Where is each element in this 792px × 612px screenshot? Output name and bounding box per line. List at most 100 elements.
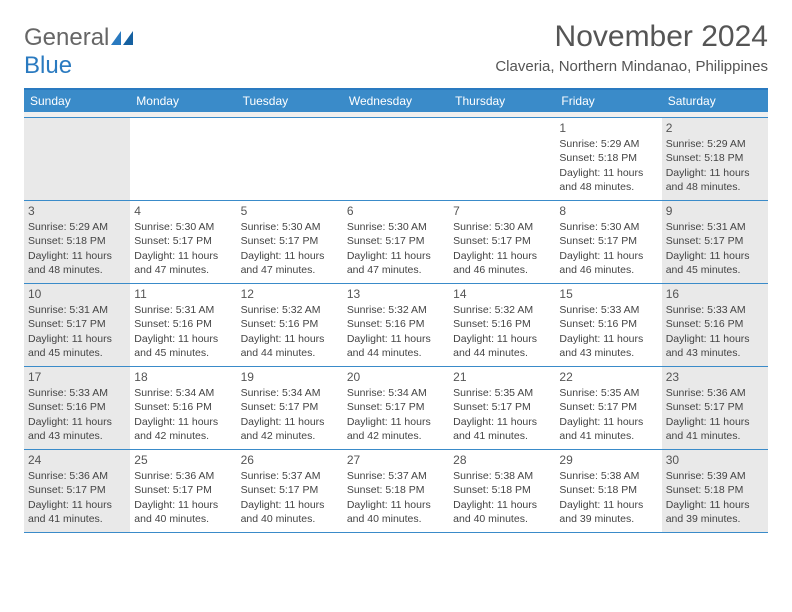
day-sunrise: Sunrise: 5:34 AM xyxy=(134,386,232,400)
title-block: November 2024 Claveria, Northern Mindana… xyxy=(495,20,768,75)
day-daylight: Daylight: 11 hours and 45 minutes. xyxy=(666,249,764,277)
day-daylight: Daylight: 11 hours and 42 minutes. xyxy=(347,415,445,443)
day-sunrise: Sunrise: 5:38 AM xyxy=(453,469,551,483)
day-sunrise: Sunrise: 5:34 AM xyxy=(347,386,445,400)
day-sunrise: Sunrise: 5:33 AM xyxy=(666,303,764,317)
day-cell: 9Sunrise: 5:31 AMSunset: 5:17 PMDaylight… xyxy=(662,201,768,283)
day-daylight: Daylight: 11 hours and 40 minutes. xyxy=(453,498,551,526)
day-number: 13 xyxy=(347,286,445,302)
day-sunset: Sunset: 5:17 PM xyxy=(453,234,551,248)
day-number: 11 xyxy=(134,286,232,302)
day-cell: 26Sunrise: 5:37 AMSunset: 5:17 PMDayligh… xyxy=(237,450,343,532)
day-daylight: Daylight: 11 hours and 40 minutes. xyxy=(134,498,232,526)
day-sunset: Sunset: 5:16 PM xyxy=(559,317,657,331)
day-number: 26 xyxy=(241,452,339,468)
day-daylight: Daylight: 11 hours and 44 minutes. xyxy=(241,332,339,360)
day-number: 5 xyxy=(241,203,339,219)
day-sunset: Sunset: 5:17 PM xyxy=(28,317,126,331)
day-sunrise: Sunrise: 5:30 AM xyxy=(453,220,551,234)
day-daylight: Daylight: 11 hours and 42 minutes. xyxy=(134,415,232,443)
day-cell: 18Sunrise: 5:34 AMSunset: 5:16 PMDayligh… xyxy=(130,367,236,449)
day-sunrise: Sunrise: 5:38 AM xyxy=(559,469,657,483)
day-cell: 27Sunrise: 5:37 AMSunset: 5:18 PMDayligh… xyxy=(343,450,449,532)
day-daylight: Daylight: 11 hours and 41 minutes. xyxy=(559,415,657,443)
day-daylight: Daylight: 11 hours and 43 minutes. xyxy=(28,415,126,443)
day-cell: 12Sunrise: 5:32 AMSunset: 5:16 PMDayligh… xyxy=(237,284,343,366)
day-sunset: Sunset: 5:17 PM xyxy=(134,483,232,497)
calendar-grid: SundayMondayTuesdayWednesdayThursdayFrid… xyxy=(24,88,768,533)
day-sunrise: Sunrise: 5:34 AM xyxy=(241,386,339,400)
week-row: 3Sunrise: 5:29 AMSunset: 5:18 PMDaylight… xyxy=(24,201,768,284)
day-cell: 6Sunrise: 5:30 AMSunset: 5:17 PMDaylight… xyxy=(343,201,449,283)
day-number: 12 xyxy=(241,286,339,302)
day-cell xyxy=(343,118,449,200)
day-sunrise: Sunrise: 5:36 AM xyxy=(666,386,764,400)
day-daylight: Daylight: 11 hours and 41 minutes. xyxy=(453,415,551,443)
day-number: 30 xyxy=(666,452,764,468)
day-sunset: Sunset: 5:18 PM xyxy=(28,234,126,248)
dow-wednesday: Wednesday xyxy=(343,90,449,112)
day-number: 24 xyxy=(28,452,126,468)
day-daylight: Daylight: 11 hours and 47 minutes. xyxy=(347,249,445,277)
day-sunrise: Sunrise: 5:30 AM xyxy=(241,220,339,234)
day-number: 28 xyxy=(453,452,551,468)
day-daylight: Daylight: 11 hours and 47 minutes. xyxy=(134,249,232,277)
day-daylight: Daylight: 11 hours and 40 minutes. xyxy=(241,498,339,526)
week-row: 17Sunrise: 5:33 AMSunset: 5:16 PMDayligh… xyxy=(24,367,768,450)
day-cell: 4Sunrise: 5:30 AMSunset: 5:17 PMDaylight… xyxy=(130,201,236,283)
day-sunrise: Sunrise: 5:35 AM xyxy=(559,386,657,400)
day-sunset: Sunset: 5:17 PM xyxy=(347,400,445,414)
day-sunset: Sunset: 5:17 PM xyxy=(666,234,764,248)
day-sunrise: Sunrise: 5:29 AM xyxy=(666,137,764,151)
month-title: November 2024 xyxy=(495,20,768,54)
day-number: 19 xyxy=(241,369,339,385)
day-cell: 29Sunrise: 5:38 AMSunset: 5:18 PMDayligh… xyxy=(555,450,661,532)
day-number: 17 xyxy=(28,369,126,385)
day-sunset: Sunset: 5:16 PM xyxy=(28,400,126,414)
day-sunrise: Sunrise: 5:35 AM xyxy=(453,386,551,400)
week-row: 24Sunrise: 5:36 AMSunset: 5:17 PMDayligh… xyxy=(24,450,768,533)
day-number: 29 xyxy=(559,452,657,468)
day-sunset: Sunset: 5:17 PM xyxy=(453,400,551,414)
day-number: 3 xyxy=(28,203,126,219)
day-number: 25 xyxy=(134,452,232,468)
day-sunrise: Sunrise: 5:31 AM xyxy=(28,303,126,317)
week-row: 10Sunrise: 5:31 AMSunset: 5:17 PMDayligh… xyxy=(24,284,768,367)
day-sunset: Sunset: 5:17 PM xyxy=(241,234,339,248)
day-cell: 10Sunrise: 5:31 AMSunset: 5:17 PMDayligh… xyxy=(24,284,130,366)
day-number: 2 xyxy=(666,120,764,136)
day-cell: 21Sunrise: 5:35 AMSunset: 5:17 PMDayligh… xyxy=(449,367,555,449)
sail-icon xyxy=(111,24,133,38)
day-sunset: Sunset: 5:16 PM xyxy=(453,317,551,331)
day-sunset: Sunset: 5:18 PM xyxy=(347,483,445,497)
dow-thursday: Thursday xyxy=(449,90,555,112)
dow-tuesday: Tuesday xyxy=(237,90,343,112)
day-sunset: Sunset: 5:17 PM xyxy=(28,483,126,497)
day-sunrise: Sunrise: 5:39 AM xyxy=(666,469,764,483)
day-daylight: Daylight: 11 hours and 45 minutes. xyxy=(134,332,232,360)
day-sunrise: Sunrise: 5:32 AM xyxy=(453,303,551,317)
day-number: 27 xyxy=(347,452,445,468)
dow-saturday: Saturday xyxy=(662,90,768,112)
day-number: 22 xyxy=(559,369,657,385)
day-cell: 11Sunrise: 5:31 AMSunset: 5:16 PMDayligh… xyxy=(130,284,236,366)
day-sunset: Sunset: 5:17 PM xyxy=(241,483,339,497)
day-cell xyxy=(130,118,236,200)
day-sunset: Sunset: 5:16 PM xyxy=(134,317,232,331)
day-daylight: Daylight: 11 hours and 43 minutes. xyxy=(666,332,764,360)
day-sunset: Sunset: 5:16 PM xyxy=(134,400,232,414)
day-daylight: Daylight: 11 hours and 45 minutes. xyxy=(28,332,126,360)
dow-friday: Friday xyxy=(555,90,661,112)
day-sunset: Sunset: 5:18 PM xyxy=(559,483,657,497)
day-cell: 25Sunrise: 5:36 AMSunset: 5:17 PMDayligh… xyxy=(130,450,236,532)
day-sunset: Sunset: 5:18 PM xyxy=(666,151,764,165)
day-number: 20 xyxy=(347,369,445,385)
day-sunset: Sunset: 5:17 PM xyxy=(666,400,764,414)
day-sunset: Sunset: 5:17 PM xyxy=(559,400,657,414)
day-sunrise: Sunrise: 5:31 AM xyxy=(666,220,764,234)
day-daylight: Daylight: 11 hours and 48 minutes. xyxy=(28,249,126,277)
day-sunrise: Sunrise: 5:36 AM xyxy=(134,469,232,483)
day-cell: 30Sunrise: 5:39 AMSunset: 5:18 PMDayligh… xyxy=(662,450,768,532)
day-sunrise: Sunrise: 5:33 AM xyxy=(28,386,126,400)
day-number: 18 xyxy=(134,369,232,385)
